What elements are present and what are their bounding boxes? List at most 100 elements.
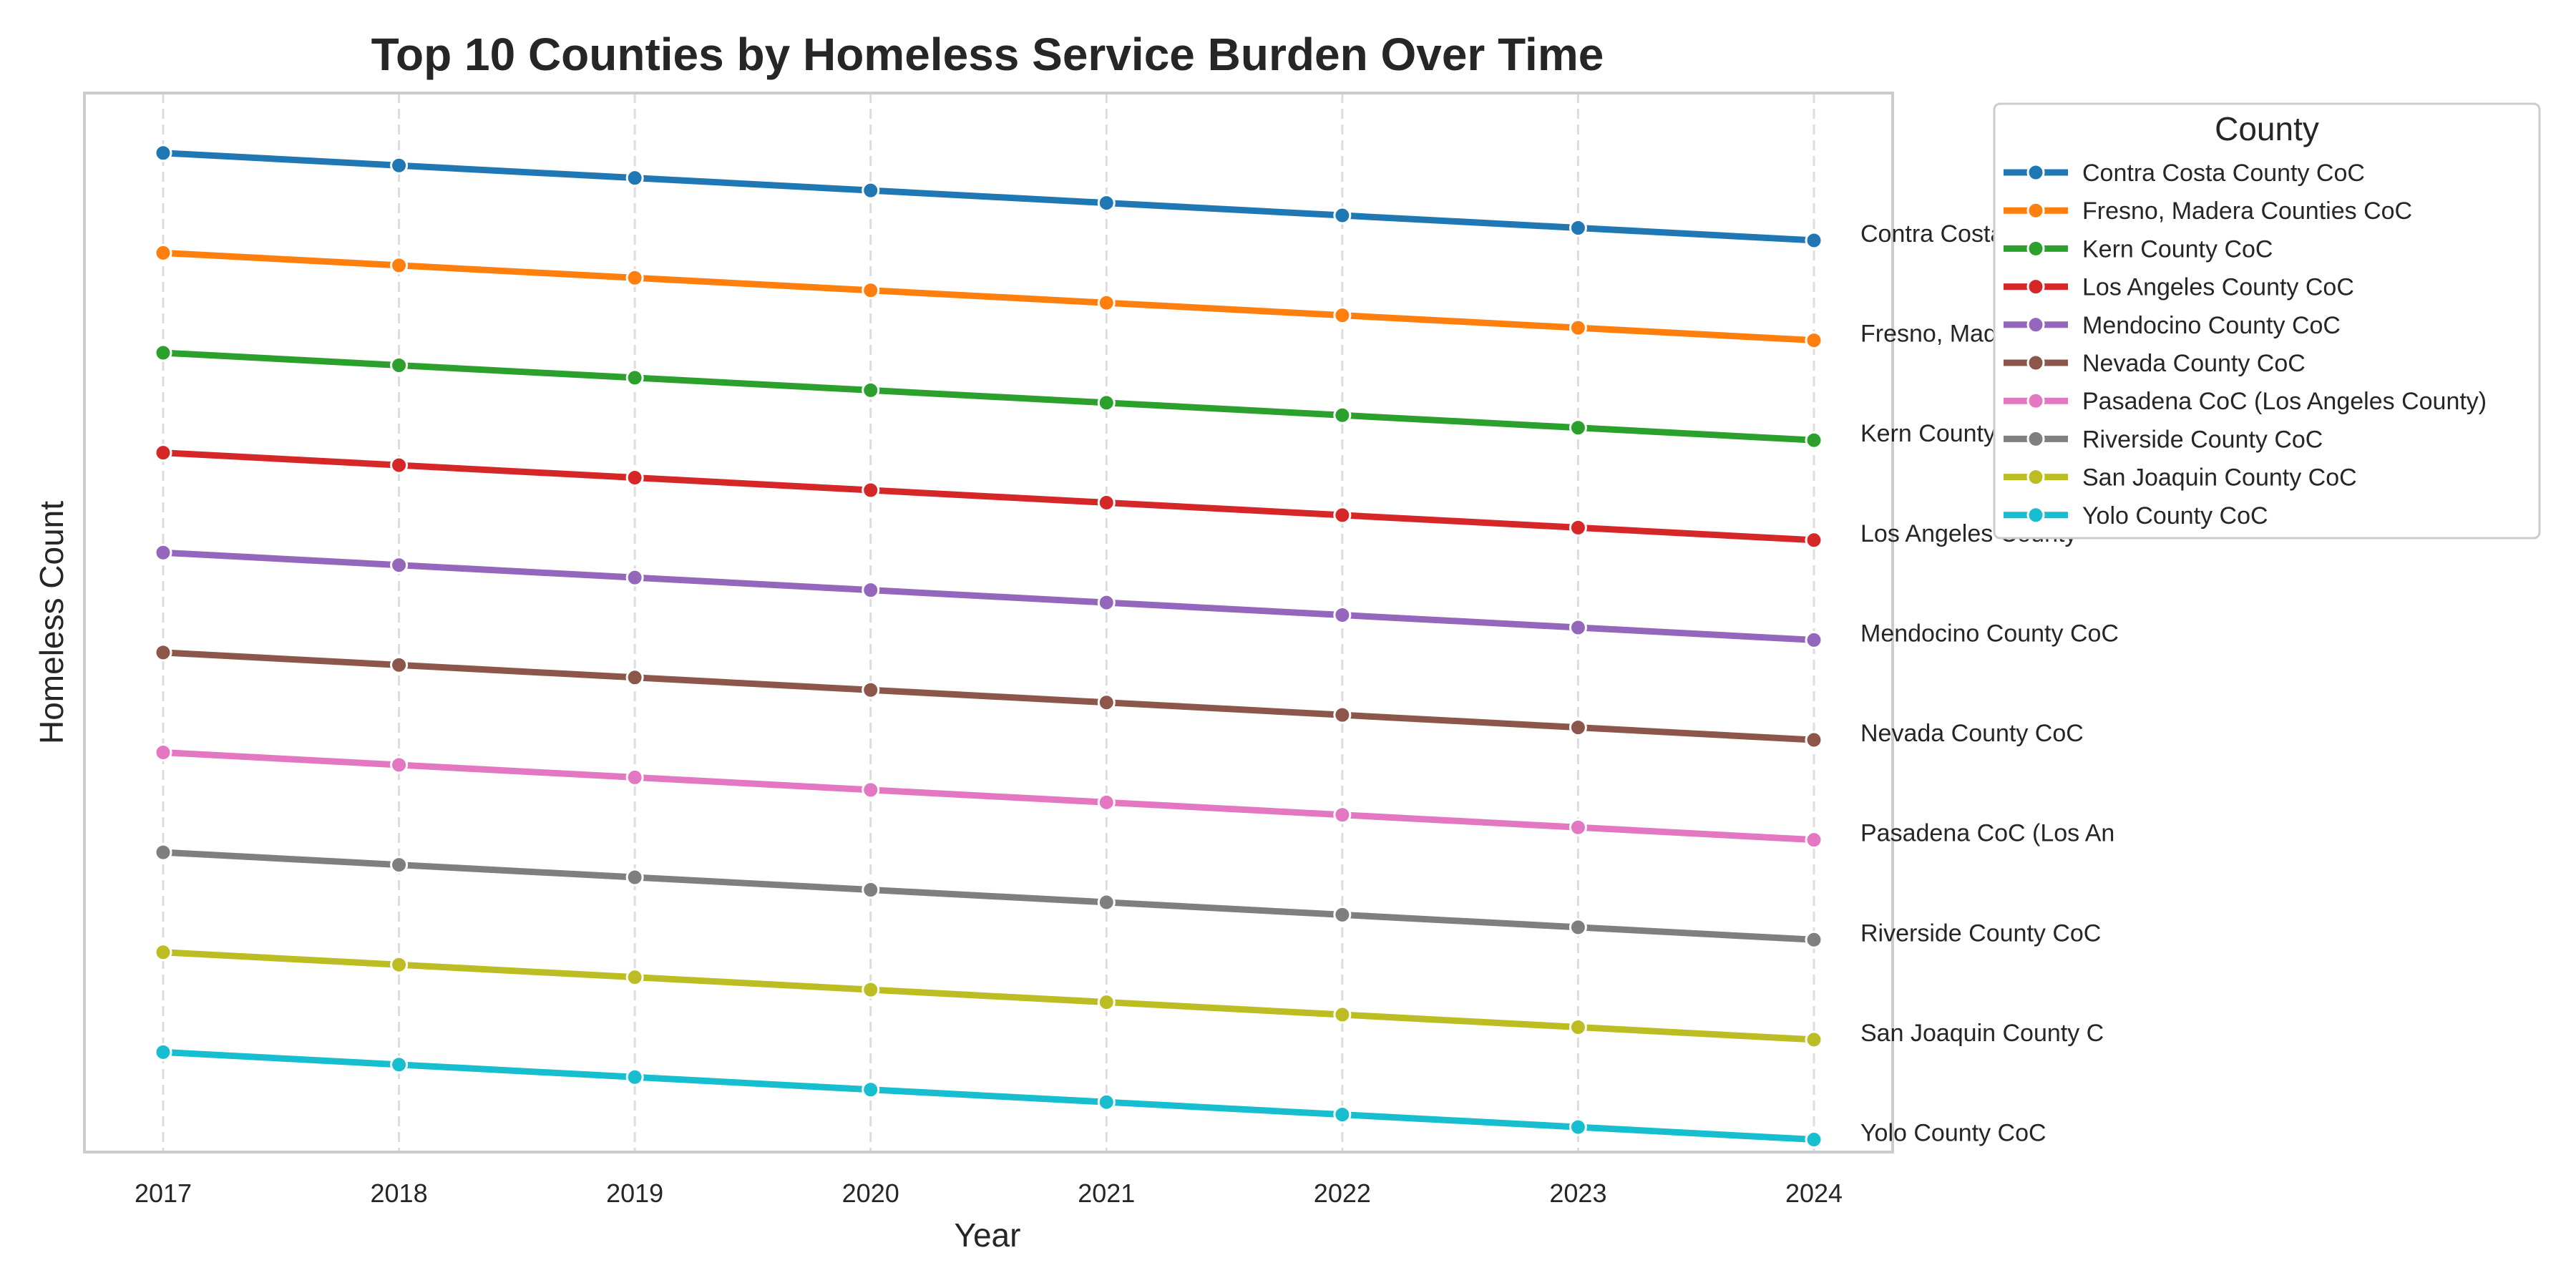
plot-area-frame [83,92,1894,1153]
legend-label-3: Los Angeles County CoC [2082,274,2354,301]
x-tick-label-2020: 2020 [842,1179,899,1208]
legend-item-9: Yolo County CoC [2004,502,2268,530]
series-line-8 [160,949,1818,1043]
data-point-3-6 [1568,518,1587,537]
data-point-7-1 [390,856,409,874]
data-point-8-2 [625,968,644,987]
data-point-2-1 [390,356,409,374]
legend-item-3: Los Angeles County CoC [2004,274,2354,301]
data-point-5-4 [1097,693,1116,712]
data-point-2-0 [154,343,172,362]
data-point-5-7 [1805,731,1823,749]
data-point-8-7 [1805,1030,1823,1049]
end-label-6: Pasadena CoC (Los An [1860,820,2114,847]
data-point-2-3 [862,381,880,399]
legend-marker-0 [2026,163,2045,182]
data-point-6-5 [1333,806,1352,824]
data-point-2-4 [1097,394,1116,412]
data-point-2-6 [1568,419,1587,437]
data-point-7-6 [1568,918,1587,937]
legend-label-5: Nevada County CoC [2082,350,2306,377]
data-point-4-0 [154,543,172,562]
series-9 [154,1043,1823,1149]
data-point-2-5 [1333,406,1352,424]
legend-item-7: Riverside County CoC [2004,426,2323,453]
legend: County Contra Costa County CoC Fresno, Ma… [1993,102,2541,540]
legend-label-9: Yolo County CoC [2082,502,2268,530]
series-3 [154,444,1823,550]
data-point-4-1 [390,556,409,575]
legend-label-0: Contra Costa County CoC [2082,160,2365,187]
data-point-1-5 [1333,306,1352,325]
series-7 [154,843,1823,949]
data-point-5-1 [390,655,409,674]
x-tick-label-2019: 2019 [606,1179,663,1208]
data-point-2-2 [625,369,644,387]
series-line-7 [160,849,1818,943]
end-label-5: Nevada County CoC [1860,720,2084,747]
data-point-0-6 [1568,218,1587,237]
series-line-1 [160,249,1818,344]
data-point-1-6 [1568,318,1587,337]
data-point-3-2 [625,469,644,487]
series-line-9 [160,1048,1818,1143]
legend-label-4: Mendocino County CoC [2082,312,2341,339]
legend-marker-8 [2026,468,2045,487]
x-tick-label-2017: 2017 [135,1179,192,1208]
series-line-3 [160,449,1818,544]
series-line-0 [160,150,1818,244]
legend-marker-6 [2026,391,2045,410]
legend-label-2: Kern County CoC [2082,235,2273,263]
legend-item-4: Mendocino County CoC [2004,312,2341,339]
data-point-7-4 [1097,893,1116,912]
data-point-6-2 [625,768,644,786]
legend-item-6: Pasadena CoC (Los Angeles County) [2004,388,2487,415]
legend-item-2: Kern County CoC [2004,235,2273,263]
x-tick-label-2023: 2023 [1549,1179,1606,1208]
data-point-7-5 [1333,905,1352,924]
data-point-5-2 [625,668,644,687]
x-axis-ticks: 2017 2018 2019 2020 2021 2022 2023 2024 [135,1179,1843,1208]
data-point-9-1 [390,1055,409,1074]
data-point-5-3 [862,680,880,699]
x-tick-label-2021: 2021 [1078,1179,1135,1208]
legend-item-0: Contra Costa County CoC [2004,160,2365,187]
legend-label-8: San Joaquin County CoC [2082,464,2357,492]
data-point-7-2 [625,868,644,887]
series-4 [154,543,1823,649]
legend-title: County [2215,110,2319,147]
data-point-0-7 [1805,231,1823,250]
data-point-3-4 [1097,493,1116,512]
data-point-6-0 [154,743,172,762]
data-point-6-7 [1805,831,1823,849]
data-point-3-3 [862,481,880,499]
data-point-0-5 [1333,206,1352,225]
data-point-2-7 [1805,431,1823,449]
data-point-6-6 [1568,818,1587,836]
data-point-4-3 [862,581,880,600]
x-tick-label-2022: 2022 [1314,1179,1371,1208]
legend-item-1: Fresno, Madera Counties CoC [2004,197,2412,225]
data-point-3-5 [1333,506,1352,525]
end-label-9: Yolo County CoC [1860,1120,2046,1147]
legend-label-7: Riverside County CoC [2082,426,2323,453]
data-point-1-7 [1805,331,1823,350]
series-6 [154,743,1823,849]
data-point-4-5 [1333,606,1352,625]
data-point-3-0 [154,444,172,462]
x-axis-title: Year [955,1216,1021,1254]
data-point-0-3 [862,181,880,200]
legend-items: Contra Costa County CoC Fresno, Madera Co… [2004,160,2487,530]
series-line-2 [160,349,1818,444]
data-point-4-7 [1805,630,1823,649]
x-tick-label-2018: 2018 [371,1179,428,1208]
series-line-4 [160,549,1818,643]
data-point-3-1 [390,456,409,474]
data-point-6-1 [390,756,409,774]
data-point-1-2 [625,268,644,287]
data-point-4-4 [1097,593,1116,612]
end-label-4: Mendocino County CoC [1860,620,2119,647]
data-point-4-2 [625,568,644,587]
x-tick-label-2024: 2024 [1785,1179,1843,1208]
data-point-7-3 [862,880,880,899]
